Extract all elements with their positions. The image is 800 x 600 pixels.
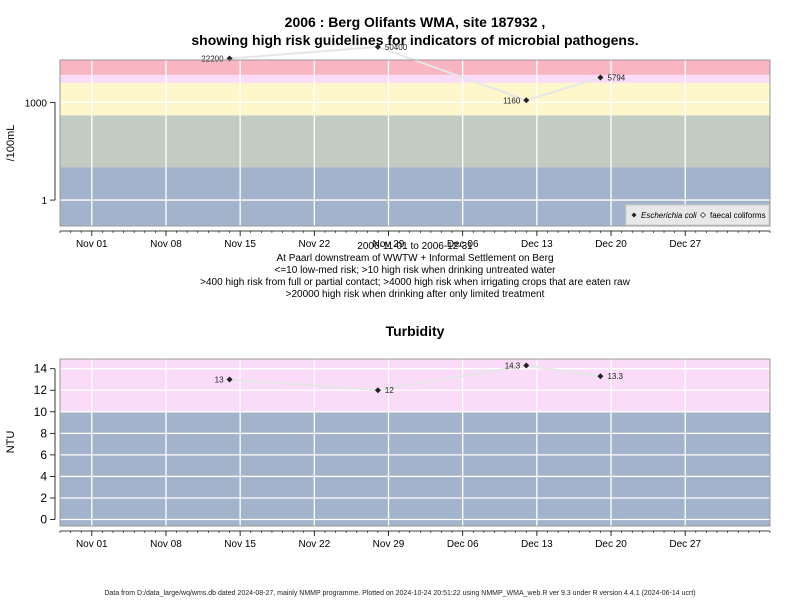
turbidity-series-line xyxy=(229,364,601,392)
risk-bands xyxy=(60,60,770,226)
xlabel-line-2: At Paarl downstream of WWTW + Informal S… xyxy=(276,253,553,264)
risk-band-0 xyxy=(60,411,770,526)
data-point xyxy=(226,376,233,383)
risk-band-1 xyxy=(60,115,770,168)
xlabel-line-1: 2006-11-01 to 2006-12-31 xyxy=(357,241,473,252)
x-tick-label: Nov 29 xyxy=(373,239,405,250)
x-tick-label: Nov 15 xyxy=(224,539,256,550)
data-point xyxy=(523,362,530,369)
data-label: 5794 xyxy=(607,74,625,83)
grid-lines xyxy=(60,60,770,226)
x-tick-label: Dec 27 xyxy=(669,239,701,250)
y-tick-label: 12 xyxy=(34,383,48,397)
x-tick-label: Nov 22 xyxy=(298,539,330,550)
legend-box xyxy=(625,204,770,226)
x-tick-label: Dec 13 xyxy=(521,539,553,550)
legend: Escherichia coli faecal coliforms xyxy=(625,204,770,226)
legend-entry-ecoli: Escherichia coli xyxy=(641,211,697,220)
data-label: 50400 xyxy=(385,43,408,52)
xlabel-line-5: >20000 high risk when drinking after onl… xyxy=(286,289,545,300)
y-tick-label: 8 xyxy=(40,426,47,440)
chart-title-line1: 2006 : Berg Olifants WMA, site 187932 , xyxy=(285,14,546,30)
data-point xyxy=(597,74,604,81)
xlabel-line-4: >400 high risk from full or partial cont… xyxy=(200,277,630,288)
x-tick-label: Dec 20 xyxy=(595,239,627,250)
xlabel-line-3: <=10 low-med risk; >10 high risk when dr… xyxy=(275,265,557,276)
chart-title-line2: showing high risk guidelines for indicat… xyxy=(191,32,638,48)
data-point xyxy=(523,97,530,104)
data-point xyxy=(374,387,381,394)
data-label: 13.3 xyxy=(607,372,623,381)
data-label: 22200 xyxy=(201,55,224,64)
risk-band-4 xyxy=(60,60,770,75)
x-tick-label: Nov 01 xyxy=(76,539,108,550)
data-label: 1160 xyxy=(503,96,521,105)
data-point xyxy=(374,43,381,50)
series-line xyxy=(229,364,601,392)
y-axis-ticks: 1 1000 xyxy=(25,98,56,207)
turbidity-bands xyxy=(60,359,770,526)
x-tick-label: Dec 06 xyxy=(447,239,479,250)
x-axis-ticks: Nov 01 Nov 08 Nov 15 Nov 22 Nov 29 Dec 06 Dec … xyxy=(59,230,771,250)
x-tick-label: Nov 29 xyxy=(373,539,405,550)
series-line xyxy=(229,45,601,102)
y-tick-label: 14 xyxy=(34,362,48,376)
x-tick-label: Dec 27 xyxy=(669,539,701,550)
x-tick-label: Dec 06 xyxy=(447,539,479,550)
x-tick-label: Nov 01 xyxy=(76,239,108,250)
y-tick-label: 1 xyxy=(41,196,47,207)
turbidity-x-axis-ticks: Nov 01 Nov 08 Nov 15 Nov 22 Nov 29 Dec 06 Dec … xyxy=(59,530,771,550)
data-point xyxy=(597,373,604,380)
risk-band-1 xyxy=(60,359,770,412)
series-lines xyxy=(229,45,601,102)
x-tick-label: Nov 22 xyxy=(298,239,330,250)
legend-entry-faecal: faecal coliforms xyxy=(710,211,766,220)
turbidity-data-labels: 13 12 14.3 13.3 xyxy=(215,361,624,395)
data-label: 12 xyxy=(385,386,394,395)
turbidity-grid-lines xyxy=(60,359,770,526)
y-axis-label-microbial: /100mL xyxy=(5,125,17,162)
y-tick-label: 10 xyxy=(34,405,48,419)
data-label: 14.3 xyxy=(505,361,521,370)
plot-frame xyxy=(59,59,771,227)
legend-open-diamond-icon xyxy=(700,212,706,218)
turbidity-title: Turbidity xyxy=(386,323,445,339)
data-label: 13 xyxy=(215,375,224,384)
turbidity-plot-frame xyxy=(59,358,771,527)
risk-band-3 xyxy=(60,74,770,83)
x-tick-label: Dec 20 xyxy=(595,539,627,550)
footer-note: Data from D:/data_large/wq/wms.db dated … xyxy=(104,590,695,597)
data-labels: 22200 50400 1160 5794 xyxy=(201,43,625,105)
y-tick-label: 1000 xyxy=(25,98,48,109)
y-tick-label: 4 xyxy=(40,469,47,483)
x-tick-label: Nov 15 xyxy=(224,239,256,250)
x-tick-label: Nov 08 xyxy=(150,539,182,550)
x-tick-label: Nov 08 xyxy=(150,239,182,250)
y-tick-label: 0 xyxy=(40,513,47,527)
y-tick-label: 6 xyxy=(40,448,47,462)
risk-band-2 xyxy=(60,82,770,116)
y-axis-label-turbidity: NTU xyxy=(5,431,17,454)
turbidity-y-axis-ticks: 0 2 4 6 8 10 12 14 xyxy=(34,362,56,527)
legend-filled-diamond-icon xyxy=(631,212,637,218)
turbidity-data-points xyxy=(226,362,604,394)
x-tick-label: Dec 13 xyxy=(521,239,553,250)
y-tick-label: 2 xyxy=(40,491,47,505)
